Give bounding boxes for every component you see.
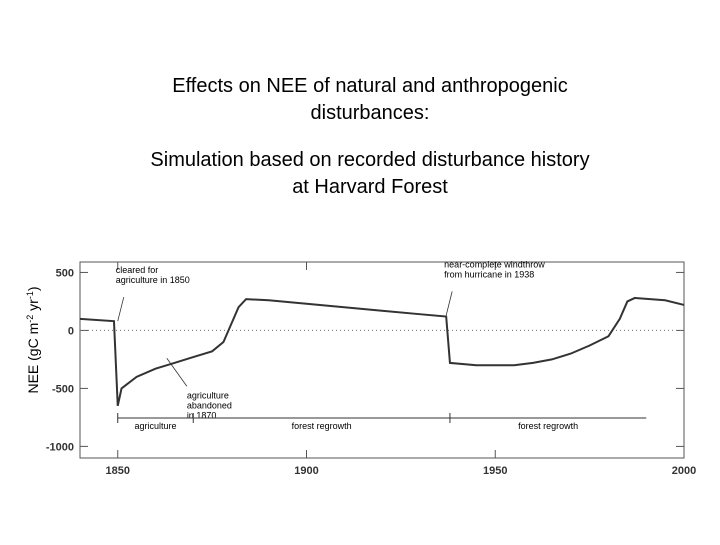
x-tick-label: 1900 [294,465,318,477]
subtitle: at Harvard Forest [292,176,448,198]
x-tick-label: 1950 [483,465,507,477]
nee-line [79,296,685,407]
y-tick-label: -1000 [46,441,74,453]
y-tick-label: -500 [52,383,74,395]
subtitle: Simulation based on recorded disturbance… [150,149,589,171]
plot-frame [79,261,685,459]
annotation-arrow [445,291,453,316]
annotation-arrow [117,297,125,322]
annotation: agriculture [187,390,229,400]
annotation: abandoned [187,400,232,410]
annotation: cleared for [116,265,159,275]
annotation: from hurricane in 1938 [444,269,534,279]
annotation: near-complete windthrow [444,259,545,269]
y-label-part: ) [25,286,41,291]
annotation: in 1870 [187,410,217,420]
y-label-part: -2 [25,315,35,323]
annotation-arrow [166,358,188,387]
x-tick-label: 1850 [106,465,130,477]
x-tick-label: 2000 [672,465,696,477]
period-label: forest regrowth [292,421,352,431]
y-tick-label: 500 [56,267,74,279]
y-label-part: NEE (gC m [25,323,41,394]
y-tick-label: 0 [68,325,74,337]
period-label: agriculture [134,421,176,431]
annotation: agriculture in 1850 [116,275,190,285]
y-axis-label: NEE (gC m-2 yr-1) [25,286,41,393]
y-label-part: -1 [25,291,35,299]
title: Effects on NEE of natural and anthropoge… [172,75,567,97]
period-label: forest regrowth [518,421,578,431]
title: disturbances: [311,102,430,124]
y-label-part: yr [25,299,41,315]
